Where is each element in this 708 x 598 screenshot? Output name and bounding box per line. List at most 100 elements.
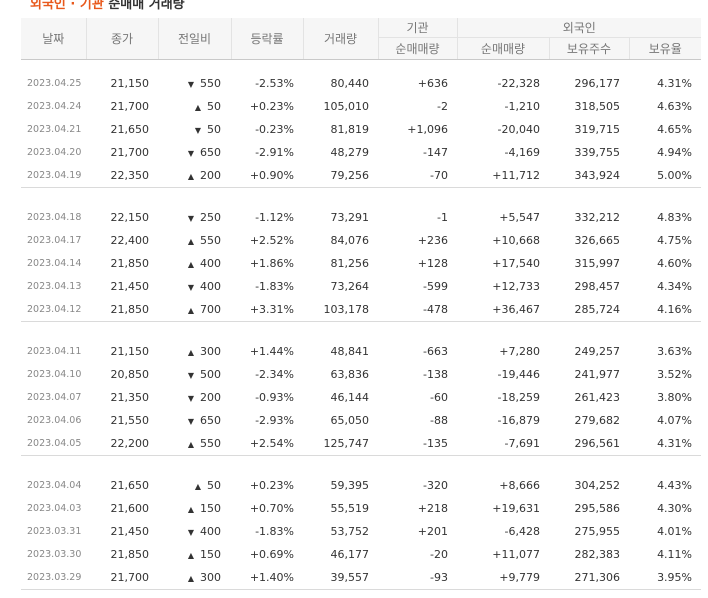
cell-diff-value: 650 <box>200 146 221 159</box>
cell-close: 21,650 <box>110 479 150 492</box>
cell-foreigner-net: +19,631 <box>492 502 540 515</box>
cell-diff-value: 400 <box>200 257 221 270</box>
triangle-down-icon: ▼ <box>187 214 194 223</box>
cell-close: 21,600 <box>110 502 150 515</box>
cell-close: 22,200 <box>110 437 150 450</box>
table-row: 2023.04.17 22,400 ▲ 550 +2.52% 84,076 +236 +10,… <box>21 229 701 252</box>
triangle-up-icon: ▲ <box>187 306 194 315</box>
cell-date: 2023.04.11 <box>27 346 82 357</box>
cell-date: 2023.04.18 <box>27 212 82 223</box>
triangle-down-icon: ▼ <box>187 149 194 158</box>
cell-rate: +2.54% <box>249 437 294 450</box>
cell-rate: -2.93% <box>255 414 294 427</box>
cell-date: 2023.04.25 <box>27 78 82 89</box>
cell-close: 21,550 <box>110 414 150 427</box>
cell-foreigner-net: -18,259 <box>497 391 540 404</box>
cell-institution-net: -138 <box>423 368 448 381</box>
cell-foreigner-net: +5,547 <box>499 211 540 224</box>
cell-diff-value: 700 <box>200 303 221 316</box>
cell-diff: ▼ 550 <box>158 72 231 95</box>
cell-diff-value: 650 <box>200 414 221 427</box>
cell-institution-net: +128 <box>417 257 448 270</box>
cell-volume: 65,050 <box>330 414 370 427</box>
cell-volume: 59,395 <box>330 479 370 492</box>
cell-date: 2023.03.31 <box>27 526 82 537</box>
cell-foreigner-holdings: 298,457 <box>574 280 621 293</box>
table-row: 2023.04.05 22,200 ▲ 550 +2.54% 125,747 -135 -7,… <box>21 432 701 456</box>
cell-foreigner-ratio: 4.34% <box>657 280 693 293</box>
cell-date: 2023.04.14 <box>27 258 82 269</box>
cell-close: 21,700 <box>110 571 150 584</box>
cell-diff: ▼ 650 <box>158 409 231 432</box>
table-row: 2023.03.29 21,700 ▲ 300 +1.40% 39,557 -93 +9,77… <box>21 566 701 589</box>
cell-close: 21,150 <box>110 77 150 90</box>
cell-diff-value: 500 <box>200 368 221 381</box>
cell-foreigner-net: +17,540 <box>492 257 540 270</box>
cell-foreigner-net: -22,328 <box>497 77 540 90</box>
header-close: 종가 <box>85 18 158 60</box>
cell-date: 2023.04.13 <box>27 281 82 292</box>
cell-foreigner-ratio: 4.31% <box>657 77 693 90</box>
cell-foreigner-holdings: 282,383 <box>574 548 621 561</box>
table-row: 2023.04.20 21,700 ▼ 650 -2.91% 48,279 -147 -4,1… <box>21 141 701 164</box>
cell-rate: +0.70% <box>249 502 294 515</box>
cell-close: 21,450 <box>110 280 150 293</box>
header-foreigner-holdings: 보유주수 <box>548 37 629 60</box>
cell-foreigner-net: -1,210 <box>504 100 540 113</box>
table-row: 2023.04.04 21,650 ▲ 50 +0.23% 59,395 -320 +8,66… <box>21 474 701 497</box>
cell-foreigner-net: +11,077 <box>492 548 540 561</box>
cell-foreigner-holdings: 326,665 <box>574 234 621 247</box>
cell-diff-value: 50 <box>207 479 221 492</box>
cell-volume: 46,144 <box>330 391 370 404</box>
cell-foreigner-ratio: 3.80% <box>657 391 693 404</box>
cell-institution-net: -20 <box>430 548 448 561</box>
cell-institution-net: +218 <box>417 502 448 515</box>
cell-institution-net: -1 <box>437 211 448 224</box>
group-divider-line <box>21 321 702 322</box>
cell-foreigner-net: +11,712 <box>492 169 540 182</box>
cell-volume: 55,519 <box>330 502 370 515</box>
cell-foreigner-holdings: 271,306 <box>574 571 621 584</box>
section-title-highlight: 외국인 · 기관 <box>30 0 104 12</box>
cell-diff: ▲ 50 <box>158 95 231 118</box>
group-spacer <box>21 60 701 73</box>
group-spacer-cell <box>21 188 701 206</box>
group-spacer <box>21 188 701 206</box>
group-divider-line <box>21 455 702 456</box>
cell-foreigner-ratio: 3.63% <box>657 345 693 358</box>
cell-foreigner-holdings: 319,715 <box>574 123 621 136</box>
cell-diff: ▲ 200 <box>158 164 231 188</box>
cell-foreigner-ratio: 4.01% <box>657 525 693 538</box>
cell-foreigner-net: -7,691 <box>504 437 540 450</box>
cell-rate: +1.86% <box>249 257 294 270</box>
table-row: 2023.04.18 22,150 ▼ 250 -1.12% 73,291 -1 +5,547… <box>21 206 701 229</box>
group-divider-line <box>21 187 702 188</box>
cell-diff: ▲ 400 <box>158 252 231 275</box>
cell-diff-value: 150 <box>200 548 221 561</box>
cell-close: 21,700 <box>110 146 150 159</box>
cell-volume: 79,256 <box>330 169 370 182</box>
table-row: 2023.04.24 21,700 ▲ 50 +0.23% 105,010 -2 -1,210… <box>21 95 701 118</box>
cell-diff-value: 550 <box>200 77 221 90</box>
cell-foreigner-holdings: 285,724 <box>574 303 621 316</box>
cell-foreigner-holdings: 295,586 <box>574 502 621 515</box>
cell-foreigner-ratio: 4.43% <box>657 479 693 492</box>
header-institution: 기관 <box>377 18 457 38</box>
cell-diff-value: 300 <box>200 345 221 358</box>
cell-institution-net: -663 <box>423 345 448 358</box>
group-spacer <box>21 456 701 474</box>
cell-foreigner-net: -16,879 <box>497 414 540 427</box>
cell-foreigner-net: -4,169 <box>504 146 540 159</box>
cell-foreigner-holdings: 318,505 <box>574 100 621 113</box>
section-title-rest: 순매매 거래량 <box>108 0 185 12</box>
cell-volume: 48,841 <box>330 345 370 358</box>
cell-date: 2023.04.07 <box>27 392 82 403</box>
cell-foreigner-net: +12,733 <box>492 280 540 293</box>
table-body: 2023.04.25 21,150 ▼ 550 -2.53% 80,440 +636 -22,… <box>21 60 702 590</box>
cell-close: 20,850 <box>110 368 150 381</box>
header-rate: 등락률 <box>230 18 303 60</box>
cell-close: 21,850 <box>110 303 150 316</box>
cell-institution-net: +236 <box>417 234 448 247</box>
cell-diff-value: 50 <box>207 100 221 113</box>
cell-date: 2023.04.06 <box>27 415 82 426</box>
